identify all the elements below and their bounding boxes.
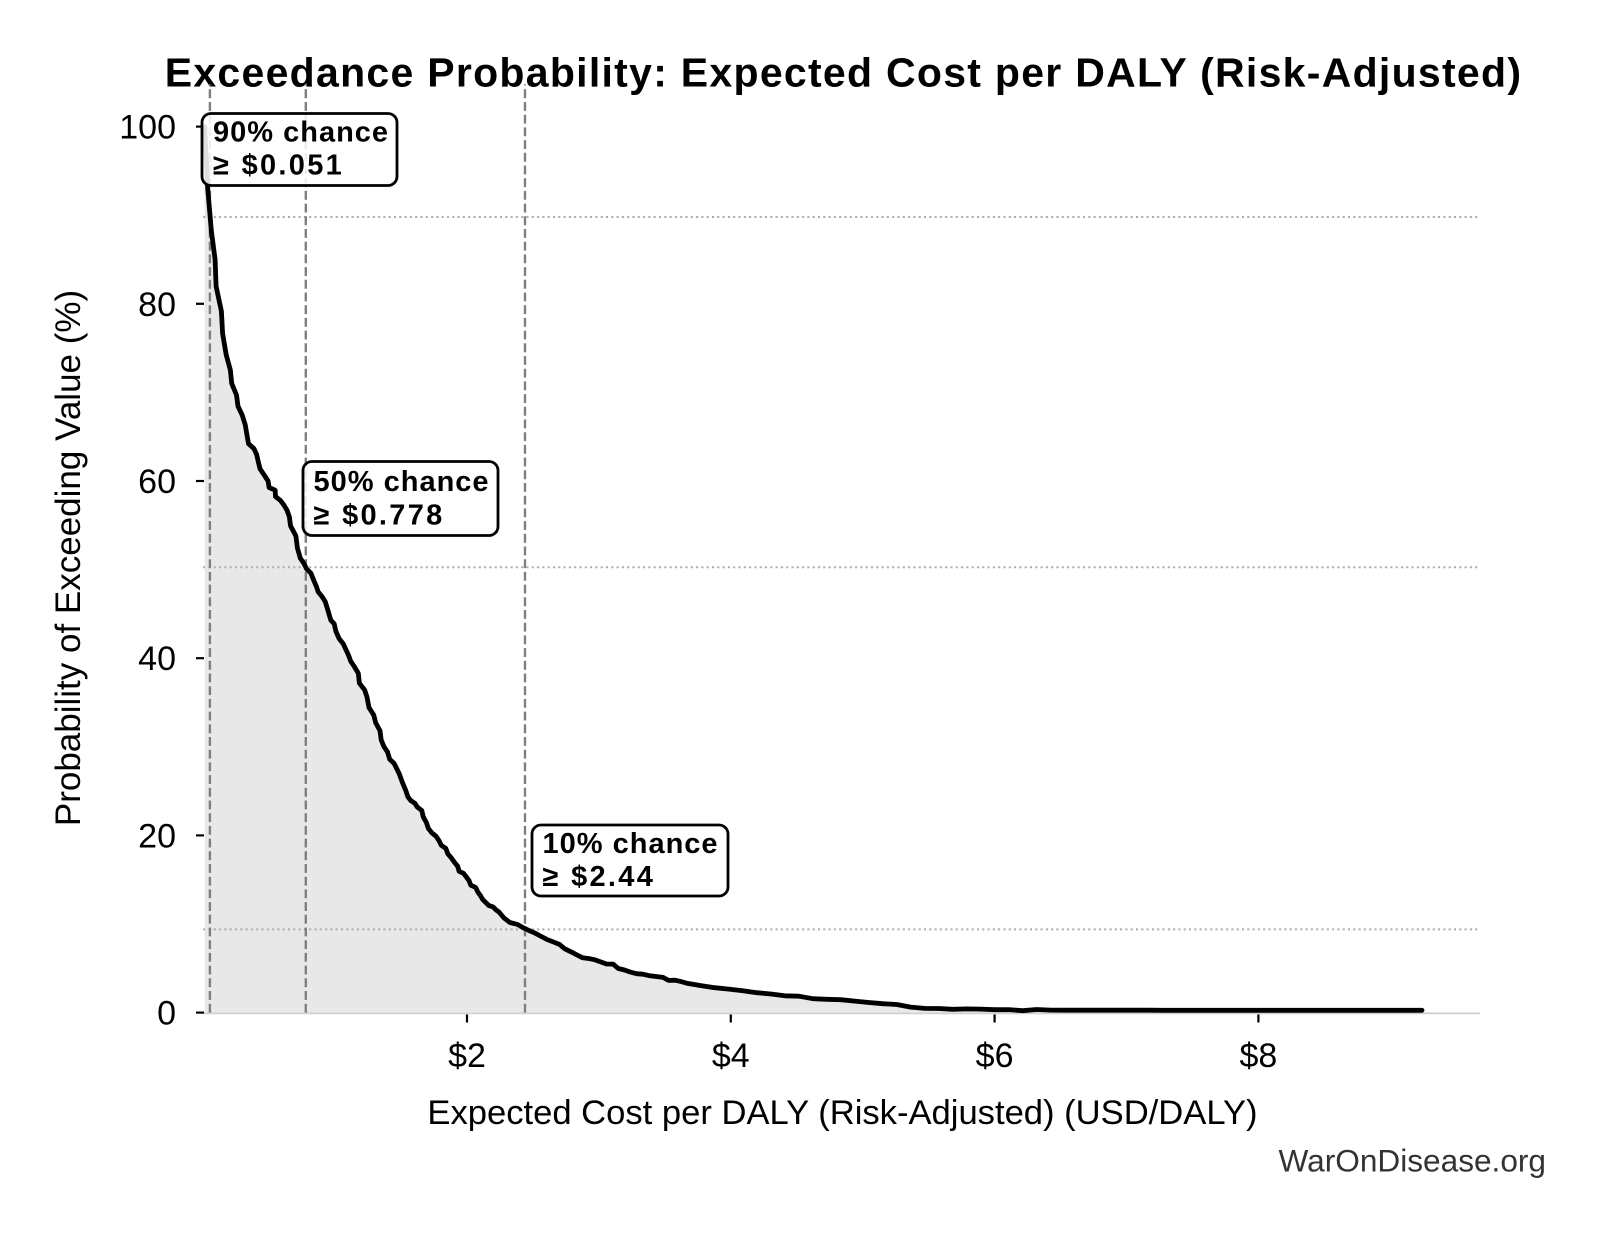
svg-text:$8: $8 [1239,1037,1277,1075]
svg-text:60: 60 [138,463,176,501]
svg-text:WarOnDisease.org: WarOnDisease.org [1279,1143,1546,1179]
svg-text:Exceedance Probability: Expect: Exceedance Probability: Expected Cost pe… [165,50,1523,96]
svg-text:0: 0 [157,995,176,1033]
svg-text:90% chance: 90% chance [213,117,389,149]
svg-text:80: 80 [138,286,176,324]
svg-text:20: 20 [138,817,176,855]
svg-text:≥ $0.778: ≥ $0.778 [314,499,445,531]
svg-text:100: 100 [119,109,176,147]
svg-text:Probability of Exceeding Value: Probability of Exceeding Value (%) [49,290,88,826]
svg-text:$6: $6 [976,1037,1014,1075]
svg-text:Expected Cost per DALY (Risk-A: Expected Cost per DALY (Risk-Adjusted) (… [427,1094,1257,1132]
svg-text:10% chance: 10% chance [543,828,719,860]
svg-text:$2: $2 [448,1037,486,1075]
svg-text:$4: $4 [712,1037,750,1075]
svg-text:50% chance: 50% chance [314,466,490,498]
svg-text:≥ $0.051: ≥ $0.051 [213,150,344,182]
svg-text:≥ $2.44: ≥ $2.44 [543,861,656,893]
svg-text:40: 40 [138,640,176,678]
